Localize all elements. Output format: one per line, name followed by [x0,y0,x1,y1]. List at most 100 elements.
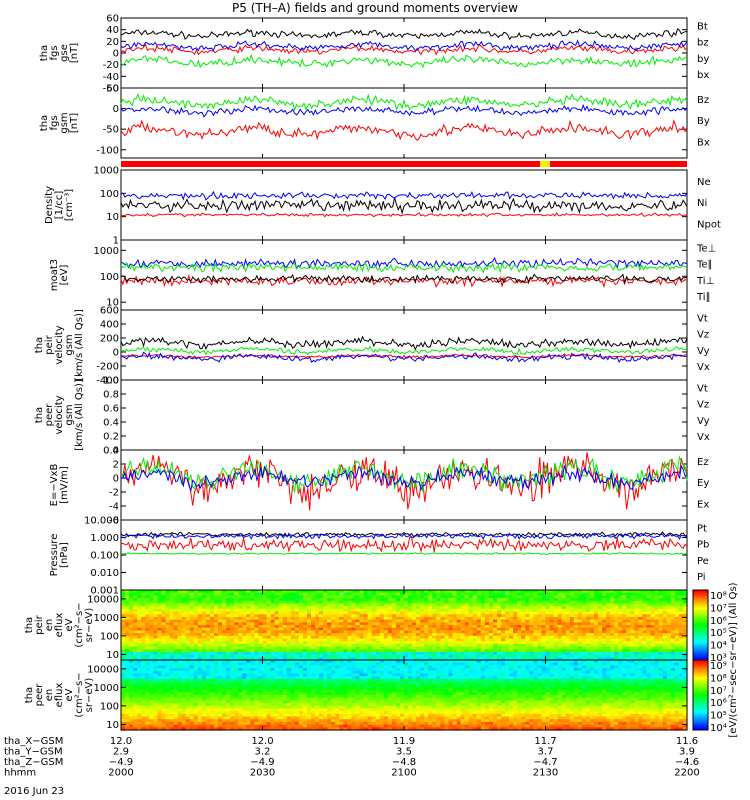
peir-spec-cell [306,635,312,640]
peir-spec-cell [436,614,441,618]
peir-spec-cell [581,643,587,648]
peir-spec-cell [412,603,417,607]
peer-spec-cell [149,716,154,720]
peer-spec-cell [230,719,235,723]
peir-spec-cell [242,630,247,634]
peir-spec-cell [436,616,441,621]
peir-spec-cell [501,595,506,599]
peer-spec-cell [173,684,179,688]
peir-spec-cell [589,619,595,623]
peir-spec-cell [517,651,522,656]
peir-spec-cell [347,592,353,596]
peir-spec-cell [262,638,268,642]
peir-spec-cell [557,627,563,631]
peir-spec-cell [290,635,296,640]
peir-spec-cell [537,643,543,648]
peir-spec-cell [622,641,627,645]
peir-spec-cell [201,643,207,648]
peir-spec-cell [464,598,470,602]
peir-spec-cell [674,608,680,613]
pressure-ytick-label: 0.001 [90,586,119,597]
peir-spec-cell [444,641,450,645]
peir-spec-cell [258,641,264,645]
peir-spec-cell [618,654,623,658]
peir-vel-series-Vy [120,345,688,356]
peir-spec-cell [375,654,381,658]
peer-spec-cell [201,668,207,672]
peer-spec-cell [177,705,183,710]
peir-spec-cell [181,651,187,656]
peir-spec-cell [250,622,256,626]
peir-spec-cell [408,638,413,642]
peer-spec-cell [141,681,146,685]
peer-spec-cell [226,711,231,715]
peer-spec-cell [238,697,243,701]
peir-spec-cell [213,606,219,610]
peir-spec-cell [331,600,336,605]
peer-spec-cell [250,703,256,707]
peer-spec-cell [133,713,138,718]
peir-spec-cell [319,635,324,640]
peer-spec-cell [246,705,251,710]
peir-spec-cell [371,630,377,634]
peir-spec-cell [327,651,332,656]
peir-spec-cell [529,606,534,610]
peer-spec-cell [197,703,203,707]
peer-spec-cell [133,689,138,693]
peir-spec-cell [557,625,563,629]
peir-spec-cell [149,606,154,610]
peer-spec-cell [254,686,260,691]
peir-spec-cell [488,622,494,626]
peer-spec-cell [161,681,167,685]
peir-spec-cell [193,595,199,599]
peir-spec-cell [193,630,199,634]
peir-spec-cell [638,616,644,621]
peir-spec-cell [460,633,466,637]
peir-vel-ytick-label: -400 [96,376,119,387]
peir-spec-cell [375,641,381,645]
peir-spec-cell [545,630,551,634]
peer-spec-cell [189,686,195,691]
peir-spec-cell [674,643,680,648]
peir-spec-cell [149,598,154,602]
peer-spec-cell [121,686,126,691]
peer-spec-cell [169,662,175,666]
peir-spec-cell [379,633,385,637]
peir-spec-cell [452,638,458,642]
peir-spec-cell [594,654,599,658]
peir-spec-cell [181,595,187,599]
peer-spec-cell [226,676,231,680]
peir-spec-cell [638,625,644,629]
peir-spec-cell [169,627,175,631]
peir-spec-cell [638,657,644,661]
peir-spec-cell [432,633,437,637]
peir-spec-cell [347,603,353,607]
peir-spec-cell [476,616,482,621]
peir-spec-cell [460,595,466,599]
peir-spec-cell [246,590,251,594]
peir-spec-cell [634,611,640,615]
peir-spec-cell [444,592,450,596]
peir-spec-cell [634,595,640,599]
peir-spec-cell [589,600,595,605]
peir-spec-cell [565,592,571,596]
peir-spec-cell [577,614,583,618]
peir-spec-cell [294,598,300,602]
peer-spec-cell [234,673,239,677]
peer-spec-cell [201,708,207,712]
peir-spec-cell [359,657,365,661]
peer-spec-cell [169,684,175,688]
peir-spec-cell [311,630,316,634]
peer-spec-cell [129,703,134,707]
peir-spec-cell [537,606,543,610]
peir-spec-cell [331,603,336,607]
peir-spec-cell [598,619,603,623]
peer-spec-cell [197,676,203,680]
peir-spec-cell [205,641,211,645]
peir-spec-cell [541,606,547,610]
peir-spec-cell [399,654,405,658]
peer-spec-cell [129,705,134,710]
peir-spec-cell [408,635,413,640]
peir-spec-cell [674,590,680,594]
peer-spec-cell [161,700,167,704]
